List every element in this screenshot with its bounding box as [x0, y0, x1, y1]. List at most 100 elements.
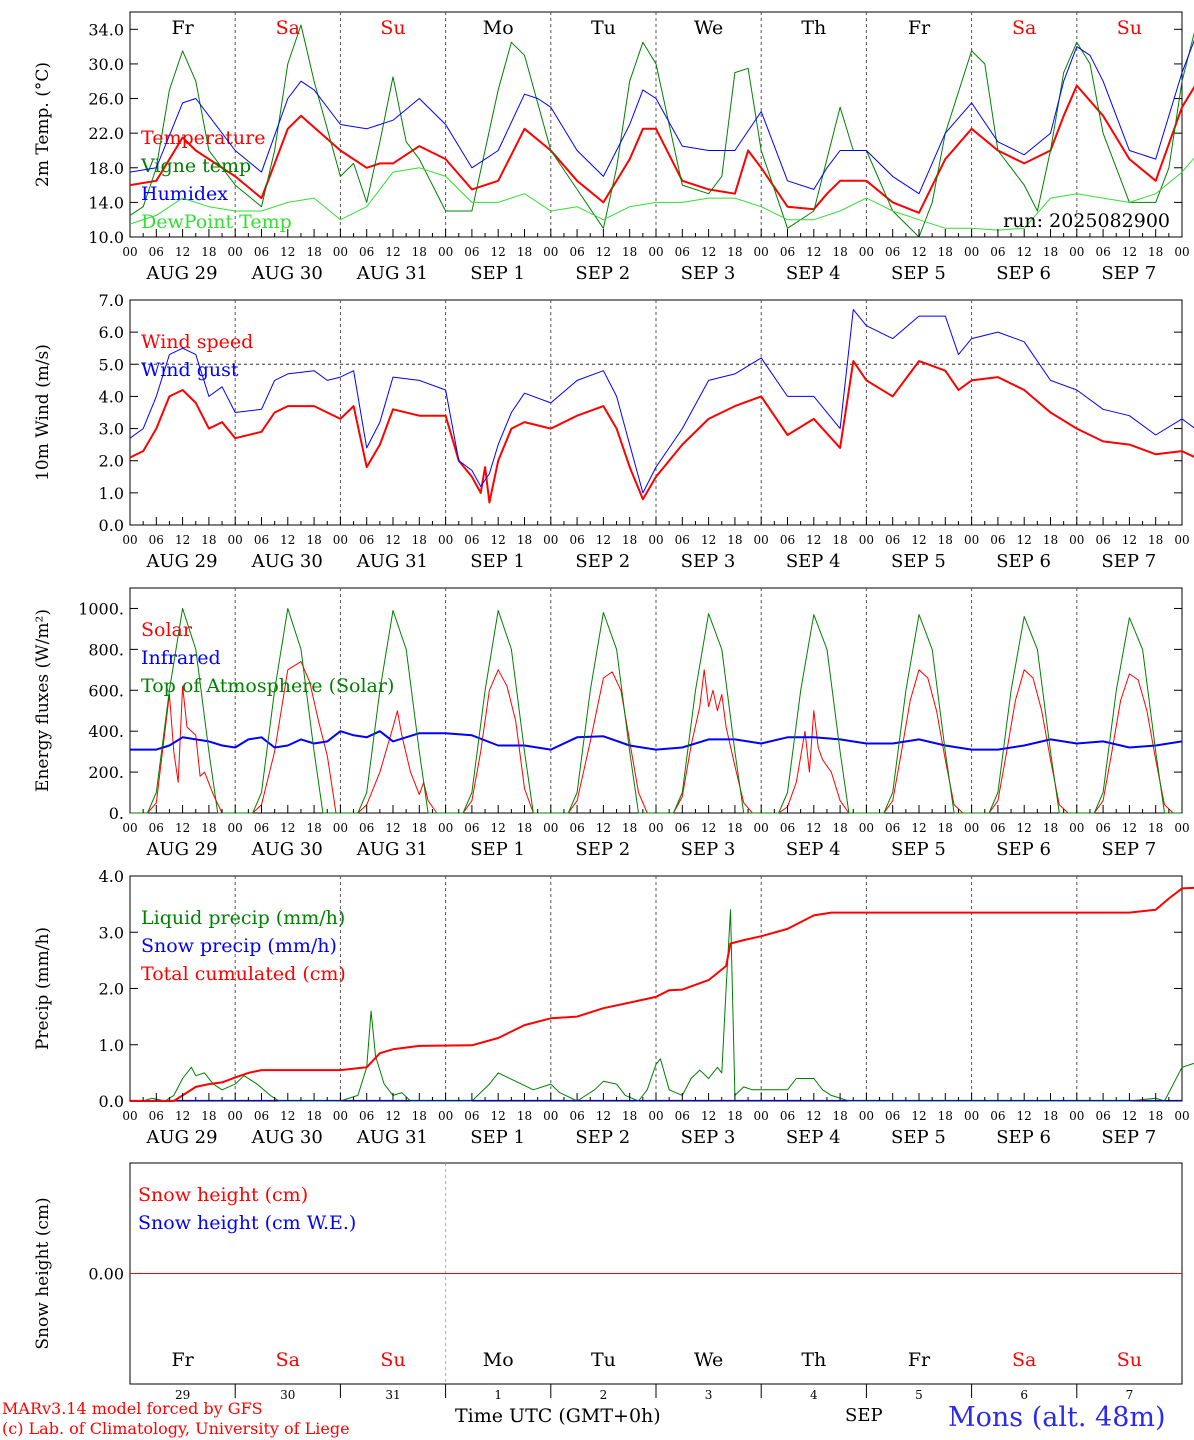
hour-tick-label: 18	[938, 1109, 953, 1123]
hour-tick-label: 18	[306, 1109, 321, 1123]
date-label: AUG 30	[251, 551, 323, 572]
series-line-total-cumulated-cm-	[130, 886, 1194, 1102]
hour-tick-label: 00	[333, 533, 348, 547]
hour-tick-label: 00	[228, 1109, 243, 1123]
legend-entry: Humidex	[141, 183, 228, 205]
y-tick-label: 1.0	[99, 484, 124, 503]
hour-tick-label: 00	[333, 1109, 348, 1123]
plot-frame	[129, 11, 1183, 238]
series-line-infrared	[130, 730, 1183, 751]
hour-tick-label: 12	[596, 821, 611, 835]
hour-tick-label: 12	[596, 533, 611, 547]
hour-tick-label: 12	[911, 533, 926, 547]
date-label: AUG 31	[356, 839, 428, 860]
hour-tick-label: 12	[1122, 1109, 1137, 1123]
hour-tick-label: 00	[859, 533, 874, 547]
date-label: SEP 1	[470, 263, 525, 284]
hour-tick-label: 00	[438, 1109, 453, 1123]
date-label: AUG 30	[251, 1127, 323, 1148]
y-tick-label: 2.0	[99, 452, 124, 471]
date-label: SEP 3	[681, 839, 736, 860]
weekday-label-top: Tu	[591, 17, 616, 39]
hour-tick-label: 06	[464, 533, 479, 547]
date-label: SEP 7	[1101, 263, 1156, 284]
hour-tick-label: 00	[648, 821, 663, 835]
hour-tick-label: 18	[1043, 245, 1058, 259]
y-tick-label: 6.0	[99, 323, 124, 342]
legend-entry: Wind speed	[141, 331, 253, 353]
hour-tick-label: 18	[412, 821, 427, 835]
day-number-label: 6	[1020, 1388, 1028, 1402]
lab-credit: (c) Lab. of Climatology, University of L…	[2, 1419, 350, 1438]
hour-tick-label: 18	[412, 1109, 427, 1123]
hour-tick-label: 12	[596, 1109, 611, 1123]
hour-tick-label: 00	[648, 533, 663, 547]
hour-tick-label: 12	[596, 245, 611, 259]
hour-tick-label: 00	[228, 245, 243, 259]
day-number-label: 30	[280, 1388, 295, 1402]
hour-tick-label: 12	[911, 1109, 926, 1123]
hour-tick-label: 06	[990, 245, 1005, 259]
weekday-label-top: Su	[1117, 17, 1142, 39]
hour-tick-label: 12	[175, 245, 190, 259]
y-tick-label: 30.0	[88, 55, 124, 74]
hour-tick-label: 06	[885, 245, 900, 259]
legend-entry: Snow precip (mm/h)	[141, 935, 337, 957]
date-label: SEP 4	[786, 839, 841, 860]
hour-tick-label: 00	[543, 821, 558, 835]
time-axis-label: Time UTC (GMT+0h)	[455, 1405, 661, 1427]
station-name: Mons (alt. 48m)	[948, 1402, 1166, 1433]
hour-tick-label: 06	[885, 821, 900, 835]
hour-tick-label: 06	[254, 245, 269, 259]
hour-tick-label: 06	[254, 821, 269, 835]
hour-tick-label: 06	[464, 1109, 479, 1123]
plot-frame	[129, 587, 1183, 814]
hour-tick-label: 18	[412, 245, 427, 259]
series-line-liquid-precip-mm-h-	[130, 909, 1194, 1102]
hour-tick-label: 00	[648, 1109, 663, 1123]
y-tick-label: 400.	[88, 722, 124, 741]
hour-tick-label: 18	[1148, 821, 1163, 835]
legend-entry: Infrared	[141, 647, 221, 669]
weekday-label-bottom: Fr	[908, 1349, 931, 1371]
legend-entry: Snow height (cm W.E.)	[138, 1212, 356, 1234]
date-label: SEP 7	[1101, 839, 1156, 860]
hour-tick-label: 18	[938, 821, 953, 835]
date-label: SEP 4	[786, 263, 841, 284]
hour-tick-label: 18	[727, 533, 742, 547]
hour-tick-label: 18	[938, 533, 953, 547]
hour-tick-label: 06	[359, 245, 374, 259]
hour-tick-label: 06	[359, 821, 374, 835]
hour-tick-label: 00	[1069, 821, 1084, 835]
hour-tick-label: 00	[438, 533, 453, 547]
weekday-label-bottom: Su	[1117, 1349, 1142, 1371]
y-tick-label: 0.	[109, 804, 124, 823]
hour-tick-label: 06	[780, 821, 795, 835]
day-number-label: 2	[600, 1388, 608, 1402]
hour-tick-label: 12	[701, 821, 716, 835]
hour-tick-label: 12	[806, 245, 821, 259]
hour-tick-label: 18	[306, 245, 321, 259]
hour-tick-label: 12	[491, 245, 506, 259]
hour-tick-label: 12	[175, 1109, 190, 1123]
legend-entry: Wind gust	[141, 359, 239, 381]
hour-tick-label: 12	[911, 245, 926, 259]
hour-tick-label: 18	[1148, 533, 1163, 547]
hour-tick-label: 00	[122, 533, 137, 547]
hour-tick-label: 00	[1174, 1109, 1189, 1123]
weekday-label-top: Th	[801, 17, 826, 39]
y-axis-label: Energy fluxes (W/m²)	[33, 609, 53, 792]
hour-tick-label: 12	[1122, 245, 1137, 259]
hour-tick-label: 06	[885, 1109, 900, 1123]
hour-tick-label: 12	[175, 821, 190, 835]
hour-tick-label: 06	[149, 1109, 164, 1123]
hour-tick-label: 06	[254, 1109, 269, 1123]
hour-tick-label: 12	[701, 533, 716, 547]
weekday-label-bottom: Tu	[591, 1349, 616, 1371]
date-label: SEP 6	[996, 1127, 1051, 1148]
hour-tick-label: 06	[675, 245, 690, 259]
hour-tick-label: 18	[622, 1109, 637, 1123]
hour-tick-label: 00	[438, 245, 453, 259]
hour-tick-label: 00	[754, 245, 769, 259]
hour-tick-label: 18	[517, 245, 532, 259]
